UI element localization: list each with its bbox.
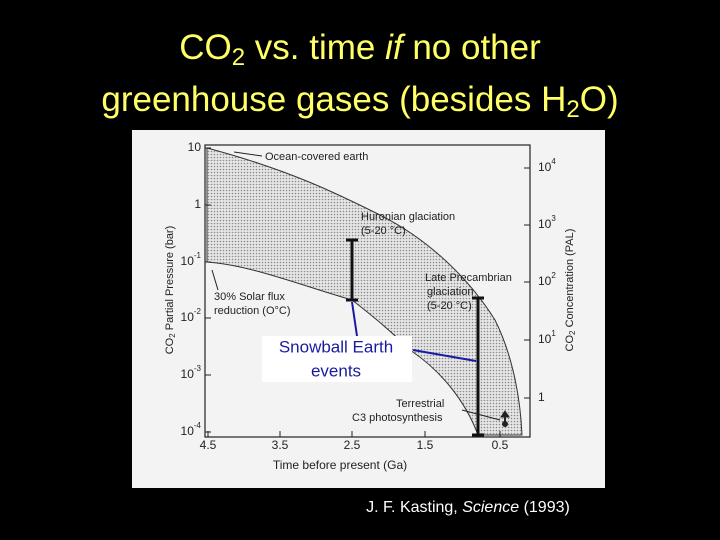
tick-base: 10 bbox=[181, 424, 195, 438]
title-subscript: 2 bbox=[168, 333, 177, 338]
tick-base: 10 bbox=[538, 160, 552, 174]
tick-label: 10 bbox=[188, 140, 202, 154]
y-axis-title: CO2 Partial Pressure (bar) bbox=[164, 226, 177, 355]
tick-exponent: 1 bbox=[551, 329, 556, 338]
tick-label: 1 bbox=[194, 197, 201, 211]
tick-exponent: -4 bbox=[194, 421, 202, 430]
annotation: Terrestrial bbox=[396, 398, 444, 410]
tick-label: 10-4 bbox=[181, 421, 202, 438]
tick-base: 10 bbox=[538, 332, 552, 346]
title-part: greenhouse gases (besides H bbox=[101, 80, 567, 119]
callout-background bbox=[262, 336, 412, 382]
plot-frame bbox=[204, 144, 531, 438]
x-tick-label: 0.5 bbox=[492, 438, 509, 452]
leader-line bbox=[233, 151, 263, 157]
callout-line bbox=[412, 349, 477, 362]
x-tick-label: 1.5 bbox=[417, 438, 434, 452]
tick-base: 10 bbox=[181, 310, 195, 324]
title-part: no other bbox=[402, 28, 541, 67]
tick-base: 1 bbox=[538, 390, 545, 404]
tick-label: 10-3 bbox=[181, 364, 202, 381]
annotation: (5-20 °C) bbox=[361, 225, 406, 237]
citation: J. F. Kasting, Science (1993) bbox=[366, 499, 570, 516]
tick-label: 10-2 bbox=[181, 307, 202, 324]
point bbox=[502, 421, 508, 427]
title-part: Concentration (PAL) bbox=[564, 229, 576, 331]
tick-base: 10 bbox=[181, 254, 195, 268]
title-italic: if bbox=[385, 28, 403, 67]
tick-label: 101 bbox=[538, 329, 556, 346]
tick-label: 10-1 bbox=[181, 251, 202, 268]
tick-base: 10 bbox=[538, 274, 552, 288]
tick-exponent: 3 bbox=[551, 214, 556, 223]
callout-lines bbox=[351, 301, 477, 362]
annotation: Huronian glaciation bbox=[361, 211, 455, 223]
leader-lines bbox=[211, 151, 510, 427]
y-axis-title: CO2 Concentration (PAL) bbox=[564, 229, 577, 352]
citation-part: J. F. Kasting, bbox=[366, 499, 462, 516]
title-part: O) bbox=[579, 80, 619, 119]
x-axis-title: Time before present (Ga) bbox=[273, 458, 407, 472]
x-tick-label: 3.5 bbox=[272, 438, 289, 452]
annotation: reduction (O°C) bbox=[214, 305, 291, 317]
annotation: (5-20 °C) bbox=[427, 300, 472, 312]
annotation: Late Precambrian bbox=[425, 272, 512, 284]
title-part: CO bbox=[564, 334, 576, 351]
annotation: glaciation bbox=[427, 286, 473, 298]
title-subscript: 2 bbox=[231, 44, 246, 71]
title-part: CO bbox=[179, 28, 232, 67]
leader-line bbox=[461, 409, 501, 421]
arrow-head bbox=[500, 410, 510, 418]
callout-label: events bbox=[311, 361, 361, 380]
annotation: Ocean-covered earth bbox=[265, 151, 368, 163]
tick-base: 10 bbox=[181, 367, 195, 381]
tick-exponent: -3 bbox=[194, 364, 202, 373]
tick-exponent: -1 bbox=[194, 251, 202, 260]
title-part: Partial Pressure (bar) bbox=[164, 226, 176, 334]
tick-label: 102 bbox=[538, 271, 556, 288]
tick-label: 103 bbox=[538, 214, 556, 231]
co2-range-region bbox=[206, 147, 523, 436]
title-subscript: 2 bbox=[566, 96, 580, 123]
title-subscript: 2 bbox=[568, 330, 577, 335]
tick-exponent: 2 bbox=[551, 271, 556, 280]
title-part: CO bbox=[164, 337, 176, 354]
callout-label: Snowball Earth bbox=[279, 337, 393, 356]
annotation: C3 photosynthesis bbox=[352, 412, 443, 424]
title-part: vs. time bbox=[245, 28, 386, 67]
tick-label: 1 bbox=[538, 390, 545, 404]
tick-base: 1 bbox=[194, 197, 201, 211]
x-tick-label: 4.5 bbox=[200, 438, 217, 452]
tick-base: 10 bbox=[188, 140, 202, 154]
callout-line bbox=[351, 301, 358, 337]
slide-title: CO2 vs. time if no other greenhouse gase… bbox=[0, 22, 720, 126]
tick-exponent: 4 bbox=[551, 157, 556, 166]
title-line: CO2 vs. time if no other bbox=[0, 22, 720, 74]
annotation: 30% Solar flux bbox=[214, 291, 285, 303]
leader-line bbox=[211, 269, 219, 291]
glaciation-bars bbox=[346, 238, 484, 437]
tick-base: 10 bbox=[538, 217, 552, 231]
title-line: greenhouse gases (besides H2O) bbox=[0, 74, 720, 126]
tick-label: 104 bbox=[538, 157, 556, 174]
x-tick-label: 2.5 bbox=[344, 438, 361, 452]
tick-exponent: -2 bbox=[194, 307, 202, 316]
citation-part: Science bbox=[462, 499, 519, 516]
citation-part: (1993) bbox=[519, 499, 570, 516]
